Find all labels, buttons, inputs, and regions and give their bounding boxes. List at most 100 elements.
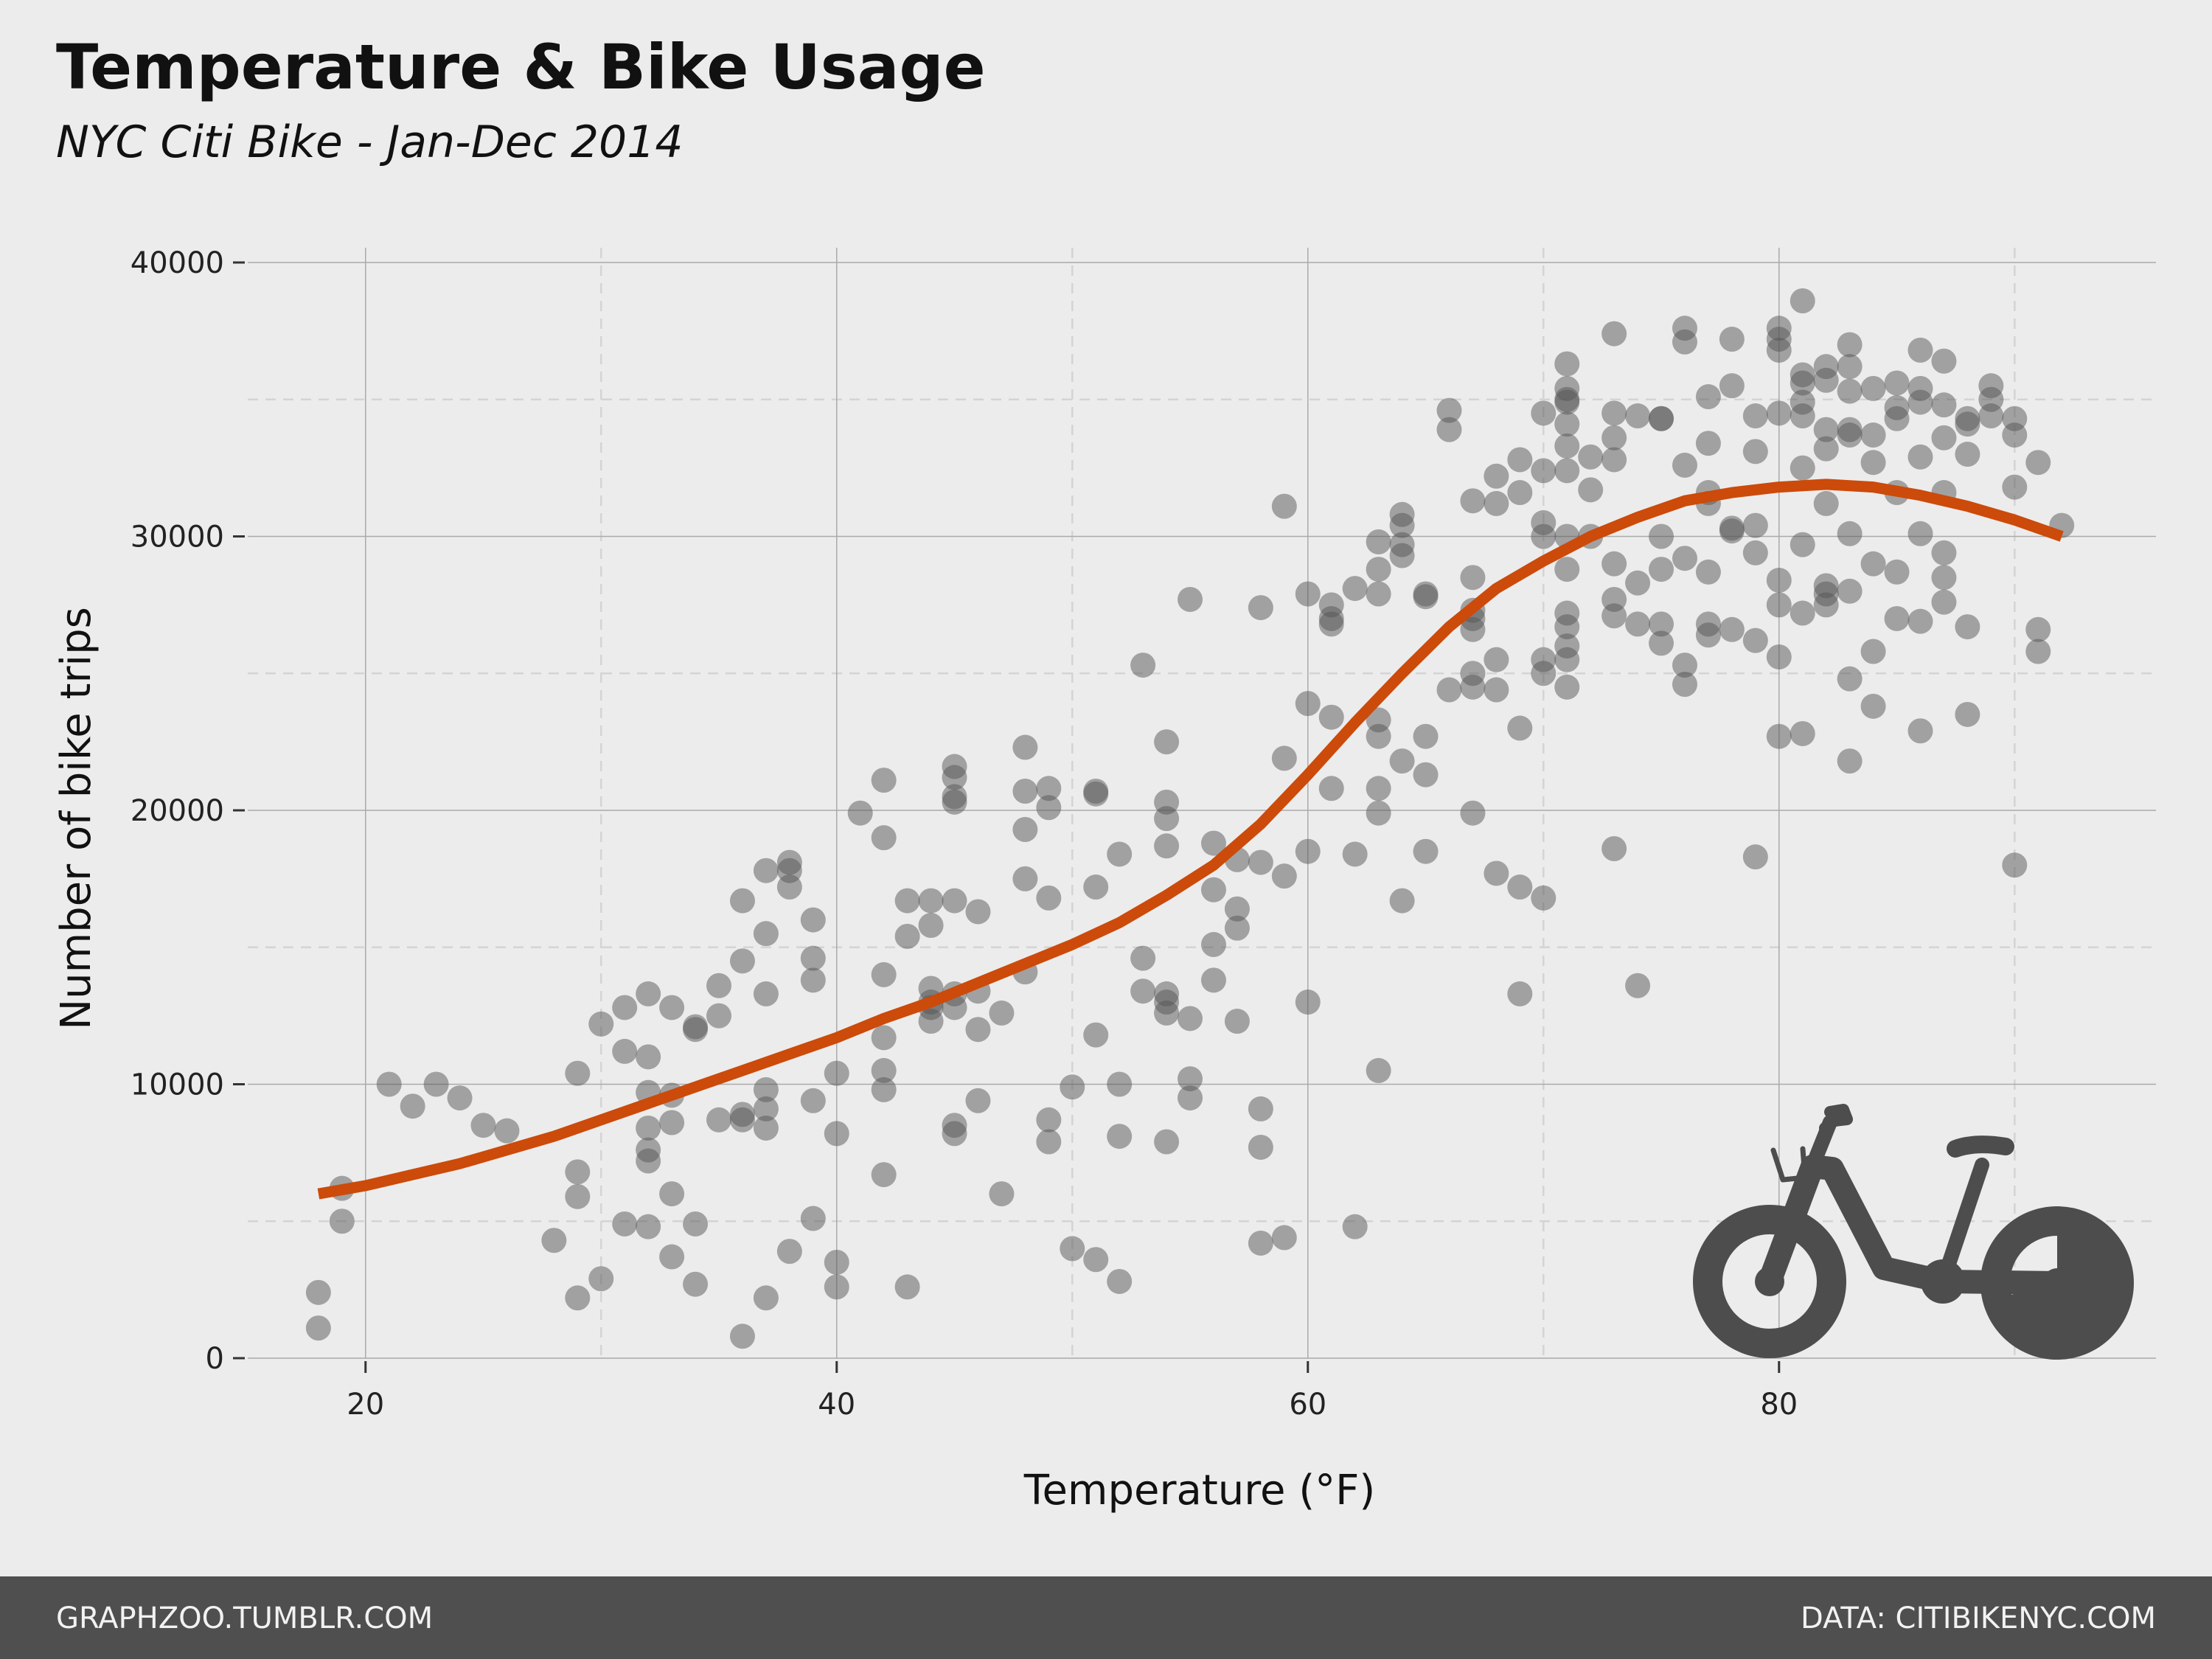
data-point (753, 1077, 779, 1102)
data-point (636, 1115, 661, 1141)
data-point (1649, 630, 1674, 656)
data-point (1036, 1129, 1062, 1155)
data-point (1507, 480, 1533, 506)
data-point (1107, 1071, 1133, 1097)
y-tick-label: 30000 (131, 521, 224, 554)
data-point (942, 1121, 967, 1147)
footer-data-credit: DATA: CITIBIKENYC.COM (1801, 1601, 2156, 1635)
data-point (1012, 778, 1038, 804)
data-point (1178, 1066, 1203, 1092)
data-point (1460, 488, 1486, 514)
data-point (847, 800, 873, 826)
data-point (1083, 1247, 1109, 1273)
data-point (1719, 616, 1745, 642)
data-point (1955, 701, 1980, 727)
data-point (400, 1093, 425, 1119)
data-point (800, 1088, 826, 1113)
data-point (588, 1011, 614, 1037)
data-point (1342, 841, 1368, 867)
data-point (1625, 403, 1651, 429)
data-point (659, 1110, 685, 1135)
data-point (1507, 981, 1533, 1006)
x-tick-label: 20 (347, 1388, 384, 1422)
data-point (1154, 806, 1180, 832)
data-point (706, 1003, 732, 1029)
data-point (1484, 647, 1509, 672)
data-point (1413, 584, 1439, 610)
data-point (1436, 677, 1462, 703)
data-point (1012, 866, 1038, 891)
data-point (612, 1211, 638, 1237)
data-point (1271, 493, 1297, 519)
data-point (1060, 1074, 1085, 1100)
data-point (1649, 557, 1674, 582)
data-point (1107, 841, 1133, 867)
data-point (1790, 600, 1815, 626)
data-point (1955, 442, 1980, 467)
data-point (2002, 422, 2028, 448)
data-point (1719, 327, 1745, 352)
data-point (1366, 557, 1391, 582)
data-point (1389, 888, 1415, 914)
data-point (1366, 776, 1391, 801)
data-point (1342, 1214, 1368, 1239)
data-point (1766, 337, 1792, 363)
data-point (1413, 762, 1439, 787)
data-point (1248, 849, 1273, 875)
data-point (1554, 674, 1580, 700)
data-point (800, 1206, 826, 1231)
data-point (1931, 589, 1957, 615)
data-point (1837, 666, 1863, 692)
data-points (305, 288, 2075, 1349)
data-point (1200, 967, 1226, 993)
data-point (1389, 512, 1415, 538)
data-point (706, 973, 732, 998)
data-point (1366, 529, 1391, 554)
data-point (1860, 693, 1886, 719)
data-point (1318, 704, 1344, 730)
x-tick-label: 40 (818, 1388, 855, 1422)
data-point (565, 1285, 591, 1311)
data-point (918, 1009, 944, 1034)
data-point (1036, 795, 1062, 821)
data-point (1790, 288, 1815, 314)
x-tick-label: 80 (1760, 1388, 1798, 1422)
data-point (918, 888, 944, 914)
data-point (2025, 616, 2051, 642)
data-point (1790, 403, 1815, 429)
data-point (706, 1107, 732, 1133)
data-point (1625, 611, 1651, 637)
data-point (494, 1118, 520, 1144)
data-point (753, 921, 779, 947)
data-point (1460, 616, 1486, 642)
data-point (1413, 723, 1439, 749)
data-point (1907, 337, 1933, 363)
data-point (1766, 400, 1792, 426)
data-point (1036, 776, 1062, 801)
data-point (1248, 1096, 1273, 1121)
data-point (1413, 838, 1439, 864)
trend-line (317, 479, 2064, 1200)
data-point (1837, 422, 1863, 448)
data-point (1107, 1268, 1133, 1294)
data-point (753, 1115, 779, 1141)
data-point (753, 981, 779, 1006)
data-point (659, 995, 685, 1020)
data-point (1790, 720, 1815, 746)
data-point (1884, 559, 1910, 585)
data-point (918, 913, 944, 939)
y-tick-label: 40000 (131, 246, 224, 280)
data-point (1554, 614, 1580, 640)
data-point (565, 1159, 591, 1185)
data-point (965, 1017, 991, 1043)
data-point (1742, 627, 1768, 653)
data-point (1907, 718, 1933, 744)
data-point (1083, 781, 1109, 807)
data-point (1601, 836, 1627, 862)
data-point (305, 1279, 331, 1305)
data-point (1554, 647, 1580, 672)
data-point (800, 945, 826, 971)
data-point (683, 1211, 709, 1237)
data-point (1695, 431, 1721, 456)
data-point (1672, 329, 1697, 355)
